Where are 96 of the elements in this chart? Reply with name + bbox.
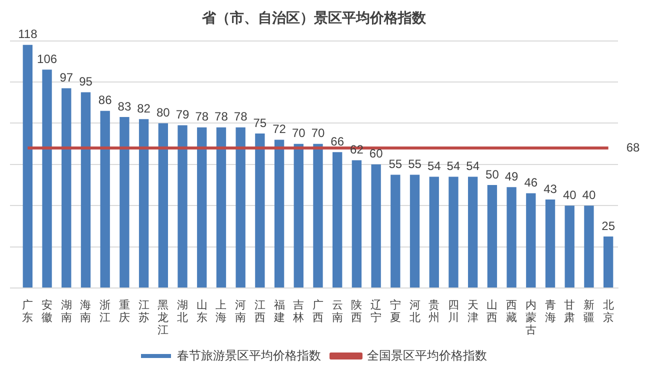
bar [216,127,226,288]
x-tick-label: 宁夏 [390,298,401,324]
bar [526,193,536,288]
bar [197,127,207,288]
x-tick-label: 山西 [486,298,498,324]
data-label: 49 [504,169,519,184]
bar [448,176,458,288]
bar [294,144,304,288]
bar [584,206,594,288]
data-label: 70 [311,126,325,140]
bar [545,199,556,288]
data-label: 78 [234,110,248,124]
data-label: 95 [79,74,93,89]
x-tick-label: 青海 [544,298,556,324]
x-tick-label: 河南 [235,299,246,324]
x-tick-label: 陕西 [351,299,362,324]
data-label: 54 [446,159,460,174]
bar [332,152,342,288]
bar [564,206,574,288]
x-tick-label: 重庆 [118,298,130,324]
bar [80,92,91,288]
bar [468,176,478,288]
x-tick-label: 湖南 [60,299,72,324]
data-label: 83 [118,99,132,114]
x-tick-label: 海南 [80,299,92,324]
data-label: 82 [137,101,151,116]
x-tick-label: 浙江 [100,298,111,324]
x-tick-label: 上海 [216,298,227,324]
x-tick-label: 广西 [312,298,324,324]
data-label: 97 [60,70,74,84]
data-label: 40 [582,188,596,202]
x-tick-label: 黑龙江 [158,299,169,337]
x-tick-label: 山东 [196,298,208,324]
bar [178,125,188,288]
bar [138,119,149,288]
legend-label: 全国景区平均价格指数 [367,348,487,362]
chart-title: 省（市、自治区）景区平均价格指数 [201,9,427,26]
data-label: 54 [427,159,442,174]
data-label: 86 [98,93,112,108]
data-label: 78 [195,110,209,124]
data-label: 80 [156,106,170,120]
data-label: 70 [292,126,306,140]
x-tick-label: 广东 [22,298,34,324]
bar [506,187,516,288]
data-label: 79 [176,108,190,122]
x-tick-label: 湖北 [177,299,188,324]
x-tick-label: 福建 [272,298,285,324]
x-tick-label: 云南 [332,299,343,324]
x-tick-label: 江西 [254,299,266,324]
data-label: 66 [330,134,344,148]
x-tick-label: 河北 [409,299,420,324]
x-tick-label: 安徽 [42,298,53,324]
bar [158,123,168,288]
x-tick-label: 贵州 [428,298,440,324]
data-label: 72 [272,122,286,136]
bar [390,174,400,288]
bar [429,176,439,288]
bar [410,174,420,288]
data-label: 78 [214,110,228,124]
bar [236,127,246,288]
bar [255,134,265,288]
bar [274,140,284,288]
bar [22,44,33,288]
x-tick-label: 四川 [448,299,459,324]
bar [42,70,52,288]
x-tick-label: 新疆 [583,298,594,324]
bar [120,117,130,288]
bar [352,160,362,288]
x-tick-label: 北京 [602,298,614,324]
bar [487,185,498,288]
bar [603,236,614,288]
data-label: 68 [626,140,640,154]
x-tick-label: 西藏 [506,299,518,324]
bar [371,164,381,288]
x-tick-label: 吉林 [292,298,304,324]
bar [62,88,72,288]
data-label: 46 [524,176,538,190]
data-label: 50 [486,167,500,182]
data-label: 25 [602,218,616,233]
data-label: 40 [562,188,577,202]
x-tick-label: 江苏 [138,299,150,324]
x-tick-label: 辽宁 [370,299,382,324]
data-label: 54 [466,159,480,174]
data-label: 55 [388,157,402,172]
data-label: 55 [408,157,422,172]
x-tick-label: 内蒙古 [525,298,536,337]
legend-label: 春节旅游景区平均价格指数 [177,348,321,362]
x-tick-label: 天津 [467,299,478,324]
bar [313,144,323,288]
data-label: 106 [37,52,58,66]
bar [100,110,110,288]
data-label: 60 [369,146,384,161]
data-label: 118 [18,27,38,42]
x-tick-label: 甘肃 [564,298,576,324]
data-label: 43 [544,182,558,196]
data-label: 75 [253,116,267,130]
